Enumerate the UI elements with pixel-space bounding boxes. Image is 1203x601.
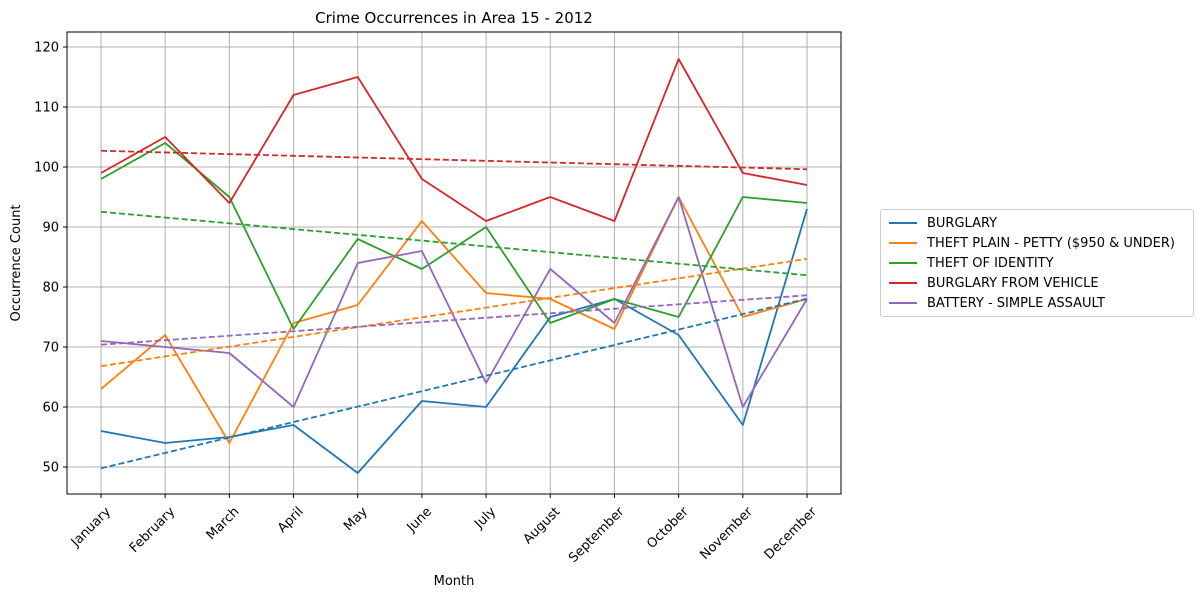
grid-layer: [67, 32, 841, 494]
legend-swatch: [889, 262, 917, 264]
x-tick-label: February: [127, 504, 179, 556]
y-tick-label: 120: [34, 41, 59, 56]
legend-item-burglary-from-vehicle: BURGLARY FROM VEHICLE: [889, 273, 1099, 293]
y-axis-label: Occurrence Count: [9, 204, 24, 321]
trendline: [100, 149, 808, 171]
axis-layer: January February March April May June July Augu…: [34, 41, 820, 566]
legend-label: BATTERY - SIMPLE ASSAULT: [927, 295, 1105, 311]
trendline: [100, 294, 808, 346]
legend-item-theft-plain: THEFT PLAIN - PETTY ($950 & UNDER): [889, 233, 1175, 253]
series-line: [100, 208, 808, 474]
series-line: [100, 196, 808, 408]
x-tick-label: December: [762, 504, 821, 563]
legend-label: BURGLARY: [927, 215, 998, 231]
legend-swatch: [889, 242, 917, 244]
y-tick-label: 70: [42, 341, 59, 356]
trendline-layer: [100, 149, 808, 470]
x-tick-label: June: [404, 504, 435, 535]
x-tick-label: September: [566, 504, 628, 566]
legend: BURGLARY THEFT PLAIN - PETTY ($950 & UND…: [880, 209, 1194, 317]
y-tick-label: 60: [42, 401, 59, 416]
plot-frame: [66, 31, 842, 495]
series-line: [100, 58, 808, 222]
chart-title: Crime Occurrences in Area 15 - 2012: [315, 9, 593, 27]
trendline: [100, 297, 808, 470]
legend-item-burglary: BURGLARY: [889, 213, 997, 233]
legend-label: THEFT OF IDENTITY: [927, 255, 1054, 271]
legend-label: THEFT PLAIN - PETTY ($950 & UNDER): [927, 235, 1175, 251]
x-tick-label: April: [275, 504, 307, 536]
y-tick-label: 90: [42, 221, 59, 236]
x-tick-label: May: [341, 504, 371, 534]
trendline: [100, 210, 808, 277]
x-tick-label: August: [521, 504, 564, 547]
series-line: [100, 142, 808, 330]
legend-item-theft-of-identity: THEFT OF IDENTITY: [889, 253, 1054, 273]
x-axis-label: Month: [434, 574, 475, 589]
legend-item-battery: BATTERY - SIMPLE ASSAULT: [889, 293, 1105, 313]
x-tick-label: October: [644, 504, 692, 552]
x-tick-label: July: [471, 504, 499, 532]
y-tick-label: 110: [34, 101, 59, 116]
x-tick-label: January: [68, 504, 114, 550]
y-tick-label: 50: [42, 461, 59, 476]
x-tick-label: March: [204, 504, 243, 543]
legend-label: BURGLARY FROM VEHICLE: [927, 275, 1099, 291]
series-line: [100, 196, 808, 444]
y-tick-label: 100: [34, 161, 59, 176]
y-tick-label: 80: [42, 281, 59, 296]
series-layer: [100, 58, 808, 474]
legend-swatch: [889, 302, 917, 304]
legend-swatch: [889, 282, 917, 284]
trendline: [100, 257, 808, 368]
legend-swatch: [889, 222, 917, 224]
x-tick-label: November: [697, 504, 756, 563]
